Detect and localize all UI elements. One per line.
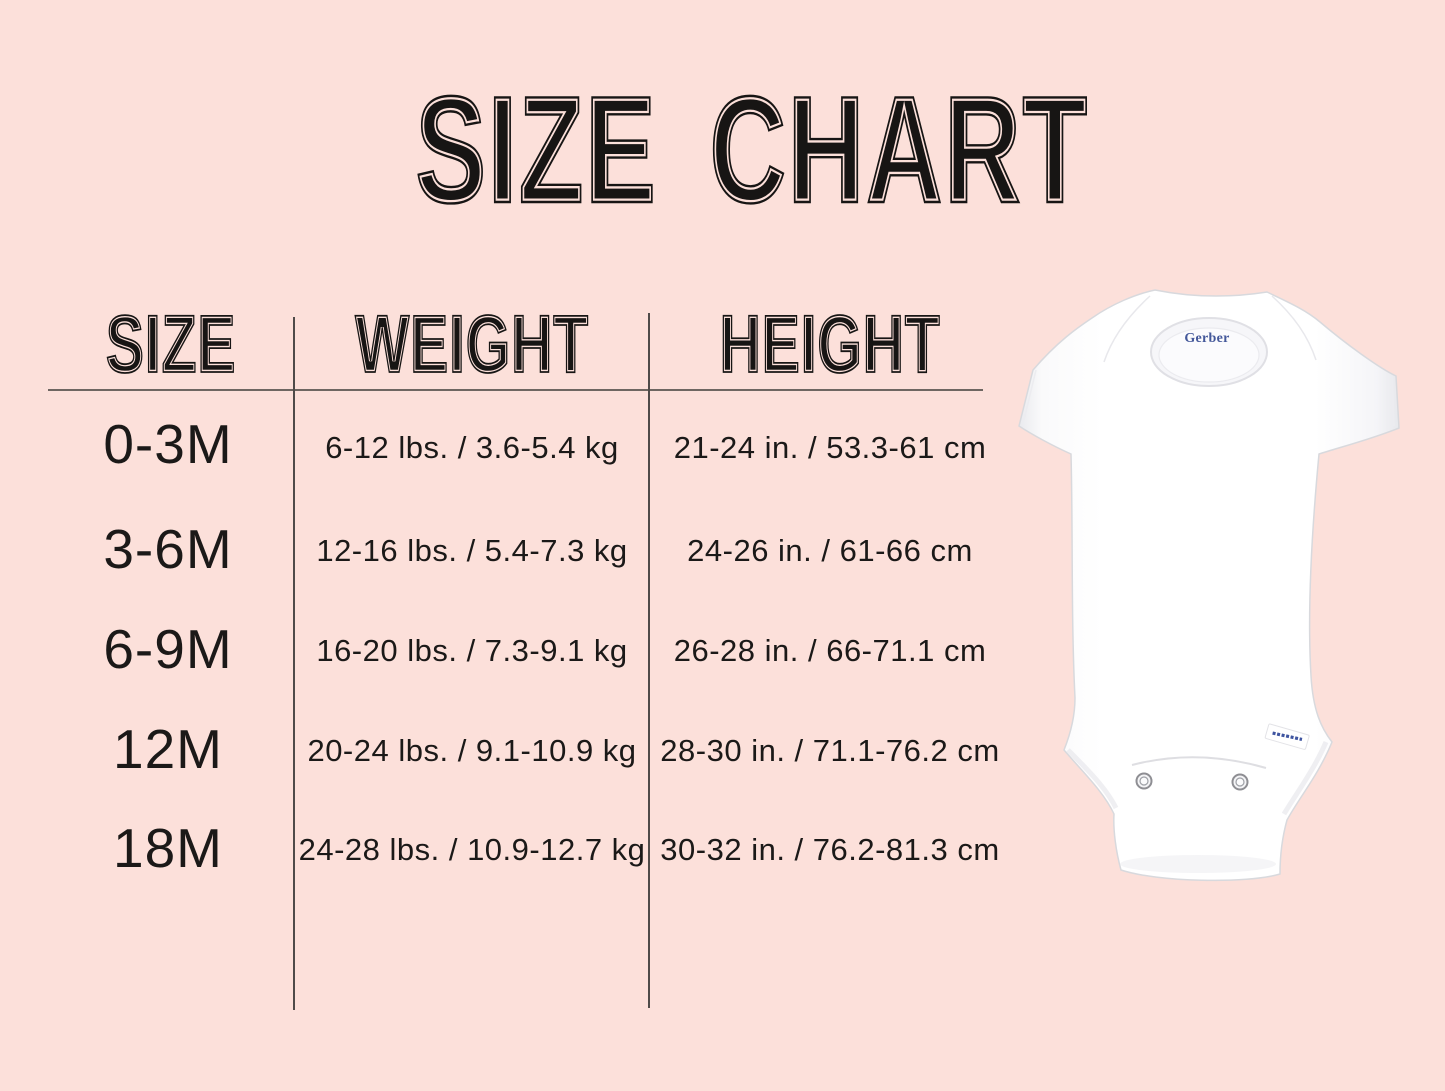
column-header-weight-stroke: WEIGHT xyxy=(354,299,590,390)
product-photo-onesie: Gerber xyxy=(1018,289,1400,882)
shoulder-seam-right xyxy=(1271,295,1317,361)
page-title: SIZE CHART SIZE CHART SIZE CHART xyxy=(413,65,1090,235)
height-cell: 28-30 in. / 71.1-76.2 cm xyxy=(660,733,1000,768)
onesies-tag xyxy=(1264,723,1310,750)
weight-cell: 16-20 lbs. / 7.3-9.1 kg xyxy=(316,633,628,668)
header-underline xyxy=(48,389,983,391)
column-header-height-text: HEIGHT xyxy=(719,299,941,390)
placket-seam xyxy=(1131,756,1267,769)
sleeve-hem-right xyxy=(1391,377,1395,427)
column-header-weight-text: WEIGHT xyxy=(355,299,589,390)
size-cell: 12M xyxy=(113,718,223,780)
weight-cell: 6-12 lbs. / 3.6-5.4 kg xyxy=(325,430,619,465)
column-header-height-edge: HEIGHT xyxy=(719,299,941,390)
column-header-height-stroke: HEIGHT xyxy=(718,299,941,390)
column-header-size-edge: SIZE xyxy=(105,299,237,390)
column-header-size: SIZE SIZE SIZE xyxy=(104,299,237,390)
snap-left-icon xyxy=(1135,772,1153,790)
gerber-brand-label: Gerber xyxy=(1184,331,1229,346)
size-cell: 6-9M xyxy=(103,618,233,680)
shadow-right-leg xyxy=(1281,741,1329,816)
height-cell: 24-26 in. / 61-66 cm xyxy=(687,533,973,568)
size-cell: 3-6M xyxy=(103,518,233,580)
height-cell: 21-24 in. / 53.3-61 cm xyxy=(673,430,987,465)
column-header-size-stroke: SIZE xyxy=(104,299,237,390)
page-title-edge-layer: SIZE CHART xyxy=(414,65,1089,235)
shadow-left-leg xyxy=(1066,748,1119,810)
shoulder-seam-left xyxy=(1103,295,1151,363)
sleeve-hem-left xyxy=(1023,369,1037,421)
height-cell: 30-32 in. / 76.2-81.3 cm xyxy=(660,832,1000,867)
column-header-weight: WEIGHT WEIGHT WEIGHT xyxy=(354,299,590,390)
size-cell: 18M xyxy=(113,817,223,879)
column-header-size-text: SIZE xyxy=(105,299,237,390)
height-cell: 26-28 in. / 66-71.1 cm xyxy=(673,633,987,668)
neck-binding xyxy=(1158,327,1260,383)
size-cell: 0-3M xyxy=(103,413,233,475)
snap-right-icon xyxy=(1231,773,1249,791)
onesie-body xyxy=(1018,289,1400,882)
column-divider-1 xyxy=(293,317,295,1010)
column-divider-2 xyxy=(648,313,650,1008)
weight-cell: 24-28 lbs. / 10.9-12.7 kg xyxy=(298,832,646,867)
column-header-weight-edge: WEIGHT xyxy=(354,299,589,390)
weight-cell: 12-16 lbs. / 5.4-7.3 kg xyxy=(316,533,628,568)
page-title-stroke-layer: SIZE CHART xyxy=(413,65,1090,235)
column-header-height: HEIGHT HEIGHT HEIGHT xyxy=(718,299,941,390)
shadow-flap xyxy=(1120,855,1276,873)
page-title-text: SIZE CHART xyxy=(415,65,1089,235)
weight-cell: 20-24 lbs. / 9.1-10.9 kg xyxy=(307,733,637,768)
